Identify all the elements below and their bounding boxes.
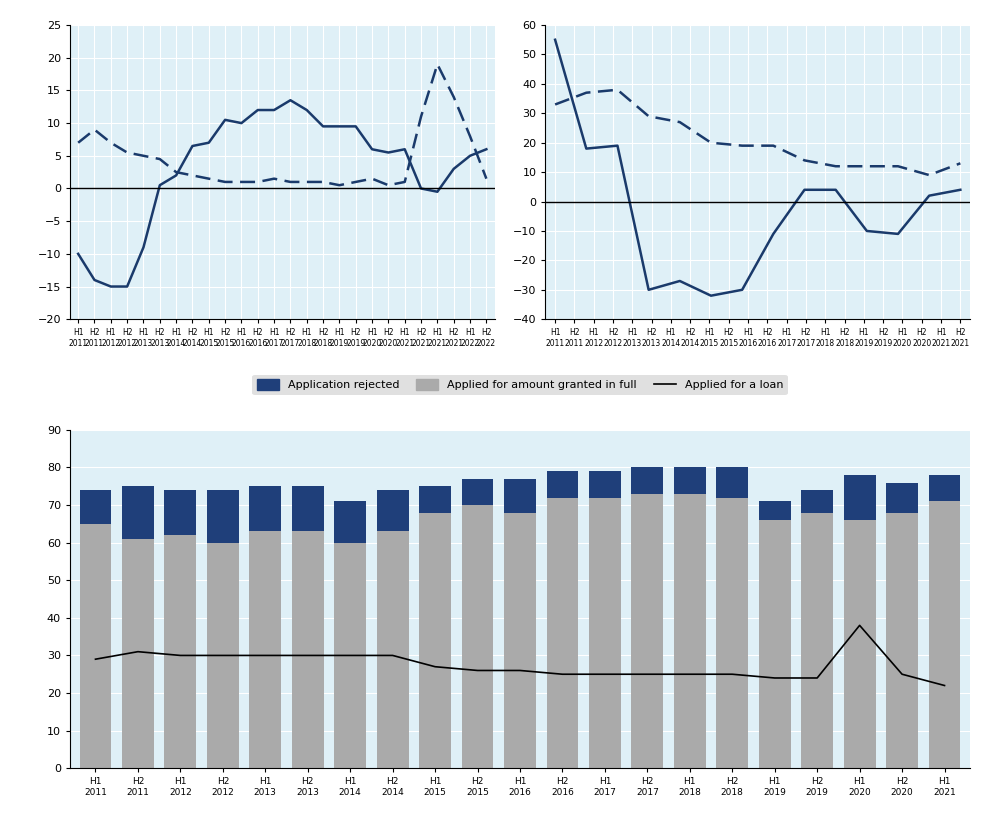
Bar: [801, 513, 833, 768]
Bar: [164, 535, 196, 768]
Bar: [419, 513, 451, 768]
Applied for a loan: [896, 669, 908, 679]
Bar: [377, 490, 409, 531]
Applied for a loan: [387, 650, 399, 660]
Applied for a loan: [217, 650, 229, 660]
Applied for a loan: [344, 650, 356, 660]
Bar: [334, 543, 366, 768]
Applied for a loan: [89, 654, 101, 664]
Bar: [589, 471, 621, 498]
Bar: [462, 478, 493, 505]
Bar: [80, 524, 111, 768]
Bar: [292, 531, 324, 768]
Bar: [377, 531, 409, 768]
Bar: [249, 531, 281, 768]
Applied for a loan: [939, 681, 951, 691]
Bar: [547, 471, 578, 498]
Bar: [547, 498, 578, 768]
Bar: [716, 498, 748, 768]
Bar: [164, 490, 196, 535]
Applied for a loan: [174, 650, 186, 660]
Applied for a loan: [769, 673, 781, 683]
Applied for a loan: [556, 669, 568, 679]
Bar: [334, 501, 366, 543]
Applied for a loan: [429, 661, 441, 671]
Bar: [504, 478, 536, 513]
Bar: [886, 513, 918, 768]
Bar: [674, 493, 706, 768]
Legend: Application rejected, Applied for amount granted in full, Applied for a loan: Application rejected, Applied for amount…: [252, 375, 788, 395]
Applied for a loan: [684, 669, 696, 679]
Bar: [504, 513, 536, 768]
Bar: [80, 490, 111, 524]
Bar: [249, 486, 281, 531]
Applied for a loan: [302, 650, 314, 660]
Applied for a loan: [132, 646, 144, 656]
Bar: [122, 539, 154, 768]
Bar: [801, 490, 833, 513]
Bar: [207, 543, 239, 768]
Line: Applied for a loan: Applied for a loan: [95, 625, 945, 686]
Bar: [589, 498, 621, 768]
Applied for a loan: [259, 650, 271, 660]
Bar: [929, 501, 960, 768]
Applied for a loan: [641, 669, 653, 679]
Bar: [716, 468, 748, 498]
Applied for a loan: [854, 620, 866, 630]
Bar: [886, 483, 918, 513]
Applied for a loan: [726, 669, 738, 679]
Bar: [631, 468, 663, 493]
Applied for a loan: [472, 665, 484, 676]
Bar: [462, 505, 493, 768]
Bar: [929, 475, 960, 501]
Bar: [419, 486, 451, 513]
Bar: [674, 468, 706, 493]
Applied for a loan: [514, 665, 526, 676]
Applied for a loan: [599, 669, 611, 679]
Applied for a loan: [811, 673, 823, 683]
Bar: [844, 475, 876, 520]
Bar: [759, 520, 791, 768]
Bar: [631, 493, 663, 768]
Bar: [759, 501, 791, 520]
Bar: [844, 520, 876, 768]
Bar: [122, 486, 154, 539]
Bar: [207, 490, 239, 543]
Bar: [292, 486, 324, 531]
